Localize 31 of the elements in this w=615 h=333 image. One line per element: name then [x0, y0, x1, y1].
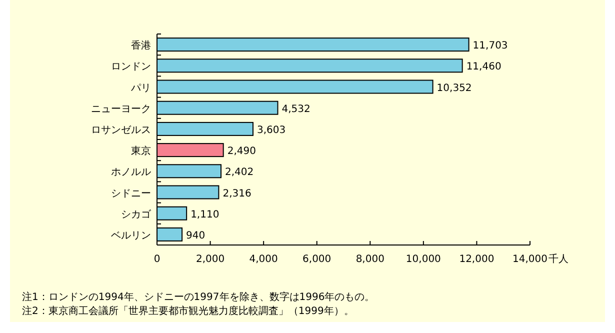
y-tick-label: ベルリン — [111, 230, 151, 242]
data-label: 2,490 — [227, 146, 256, 158]
text: 注2：東京商工会議所「世界主要都市観光魅力度比較調査」（1999年）。 — [22, 305, 354, 317]
x-tick-label: 2,000 — [196, 254, 225, 265]
data-label: 2,402 — [224, 167, 254, 178]
y-tick-label: ロンドン — [111, 62, 151, 73]
y-tick-label: シドニー — [111, 188, 151, 200]
y-tick-label: 香港 — [131, 40, 151, 52]
x-tick-label: 6,000 — [302, 254, 332, 265]
x-tick-label: 12,000 — [459, 254, 494, 265]
x-axis-title: 千人 — [548, 253, 568, 265]
data-label: 3,603 — [256, 124, 286, 136]
x-tick-label: 4,000 — [249, 254, 278, 265]
x-tick-label: 14,000 — [512, 254, 548, 265]
data-label: 11,460 — [466, 62, 502, 73]
y-tick-label: シカゴ — [121, 208, 152, 220]
data-label: 1,110 — [190, 209, 220, 220]
y-tick-label: ホノルル — [111, 167, 151, 178]
data-label: 2,316 — [222, 188, 252, 200]
text: 注1：ロンドンの1994年、シドニーの1997年を除き、数字は1996年のもの。 — [22, 291, 375, 303]
y-tick-label: 東京 — [131, 145, 151, 158]
data-label: 4,532 — [282, 104, 310, 115]
data-label: 10,352 — [436, 82, 472, 94]
x-tick-label: 10,000 — [406, 254, 441, 265]
data-label: 940 — [186, 230, 206, 242]
data-label: 11,703 — [472, 40, 508, 52]
y-tick-label: ニューヨーク — [91, 104, 151, 115]
x-tick-label: 0 — [154, 254, 160, 265]
x-tick-label: 8,000 — [356, 254, 384, 265]
y-tick-label: パリ — [130, 82, 151, 94]
y-tick-label: ロサンゼルス — [91, 124, 151, 136]
